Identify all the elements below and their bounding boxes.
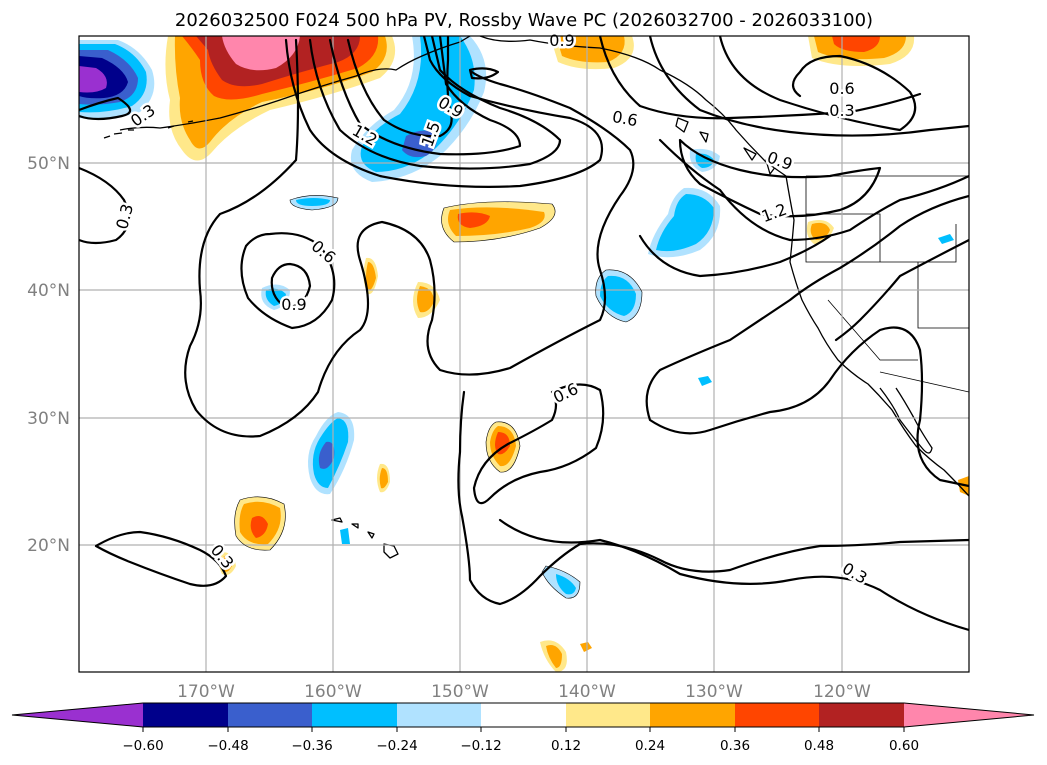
positive-anomaly-north-central-inner bbox=[556, 36, 625, 63]
lon-tick-label: 170°W bbox=[177, 682, 235, 702]
contour-1.2-north bbox=[328, 36, 522, 156]
contour-label: 0.3 bbox=[829, 101, 854, 120]
negative-anomaly-oregon-inner bbox=[656, 194, 714, 252]
west-coast-north-america bbox=[785, 175, 969, 497]
colorbar-segment bbox=[142, 703, 143, 727]
lat-tick-label: 50°N bbox=[27, 154, 70, 174]
positive-anomaly-25n-inner bbox=[379, 468, 388, 489]
colorbar-segment bbox=[143, 703, 228, 727]
aleutian-islands bbox=[103, 120, 194, 139]
colorbar: −0.60 −0.48 −0.36 −0.24 −0.12 0.12 0.24 … bbox=[11, 702, 1035, 754]
colorbar-segment bbox=[228, 703, 312, 727]
shaded-anomalies bbox=[79, 36, 969, 672]
positive-anomaly-aleutian-max bbox=[222, 36, 300, 71]
colorbar-segment bbox=[481, 703, 566, 727]
contour-0.6-ne bbox=[598, 36, 922, 120]
contour-1.2-east bbox=[678, 138, 882, 218]
contour-0.3-west bbox=[79, 166, 130, 245]
positive-anomaly-12n-inner bbox=[546, 645, 562, 668]
contour-0.6-sw-loop bbox=[638, 234, 832, 278]
colorbar-segment bbox=[312, 703, 397, 727]
colorbar-tick-label: −0.60 bbox=[122, 738, 163, 754]
map-frame bbox=[78, 35, 970, 673]
negative-anomaly-28n-core bbox=[318, 441, 335, 469]
positive-anomaly-ne-core bbox=[832, 36, 880, 52]
lat-tick-labels: 50°N 40°N 30°N 20°N bbox=[27, 154, 70, 556]
negative-anomaly-gulf-core bbox=[402, 130, 437, 158]
contour-0.9-ne bbox=[648, 36, 969, 137]
colorbar-tick-label: 0.48 bbox=[804, 738, 834, 754]
colorbar-tick-label: −0.12 bbox=[460, 738, 501, 754]
negative-anomaly-sw-us bbox=[938, 234, 954, 244]
alaska-south-coast bbox=[479, 36, 787, 177]
positive-anomaly-12n-small bbox=[580, 642, 592, 652]
pv-contours bbox=[79, 36, 969, 632]
lon-tick-label: 120°W bbox=[813, 682, 871, 702]
chart-title: 2026032500 F024 500 hPa PV, Rossby Wave … bbox=[175, 10, 873, 31]
colorbar-ticks bbox=[142, 727, 905, 732]
colorbar-segment bbox=[650, 703, 735, 727]
contour-0.3-big bbox=[184, 38, 635, 438]
contour-0.3-south bbox=[94, 530, 228, 587]
us-state-lines bbox=[805, 176, 969, 393]
hawaii-islands bbox=[331, 517, 399, 559]
contour-0.6-mid bbox=[472, 383, 605, 505]
contour-label: 0.9 bbox=[549, 31, 574, 50]
positive-anomaly-39n-inner bbox=[417, 286, 434, 313]
positive-anomaly-21n-core bbox=[250, 516, 268, 538]
contour-0.3-small-ring bbox=[468, 67, 500, 80]
contour-0.9-north bbox=[308, 36, 562, 170]
lon-tick-label: 150°W bbox=[431, 682, 489, 702]
contour-0.6-north bbox=[284, 36, 604, 188]
contour-0.3-middle bbox=[457, 390, 969, 606]
contour-0.3-east bbox=[718, 36, 917, 132]
contour-label: 0.9 bbox=[281, 295, 306, 314]
contour-0.6-east bbox=[658, 138, 969, 242]
colorbar-segment bbox=[819, 703, 904, 727]
shade-edges bbox=[234, 195, 643, 599]
contour-0.3-se bbox=[645, 194, 969, 488]
negative-anomaly-40n-inner bbox=[600, 275, 636, 316]
lon-tick-labels: 170°W 160°W 150°W 140°W 130°W 120°W bbox=[177, 682, 871, 702]
negative-anomaly-hawaii bbox=[340, 528, 350, 544]
bc-islands bbox=[675, 117, 777, 175]
contour-0.3-far-east bbox=[834, 238, 969, 342]
negative-anomaly-34n bbox=[698, 376, 712, 386]
contour-label: 0.6 bbox=[829, 79, 854, 98]
colorbar-tick-label: 0.60 bbox=[889, 738, 919, 754]
negative-anomaly-nw-max bbox=[79, 66, 107, 93]
alaska-peninsula-coast bbox=[119, 36, 471, 131]
negative-anomaly-bc-inner bbox=[695, 153, 714, 168]
contour-0.9-west bbox=[270, 262, 312, 308]
contour-0.6-west bbox=[240, 232, 336, 330]
colorbar-tick-label: 0.12 bbox=[551, 738, 581, 754]
colorbar-extend-low bbox=[12, 703, 143, 727]
positive-anomaly-41n-inner bbox=[366, 262, 376, 291]
lon-tick-label: 130°W bbox=[685, 682, 743, 702]
lat-tick-label: 30°N bbox=[27, 409, 70, 429]
negative-anomaly-gulf-inner bbox=[360, 36, 475, 172]
lon-tick-label: 140°W bbox=[558, 682, 616, 702]
positive-anomaly-mexico bbox=[958, 476, 969, 496]
colorbar-tick-label: −0.36 bbox=[291, 738, 332, 754]
lon-tick-label: 160°W bbox=[304, 682, 362, 702]
colorbar-tick-label: 0.24 bbox=[635, 738, 665, 754]
colorbar-segment bbox=[735, 703, 819, 727]
colorbar-extend-high bbox=[904, 703, 1034, 727]
contour-0.3-sw-coast bbox=[498, 518, 969, 632]
contour-1.5-north bbox=[346, 36, 453, 138]
lat-tick-label: 40°N bbox=[27, 281, 70, 301]
positive-anomaly-45n-core bbox=[457, 212, 490, 228]
lat-tick-label: 20°N bbox=[27, 536, 70, 556]
contour-0.3-main bbox=[79, 96, 132, 121]
colorbar-tick-label: 0.36 bbox=[720, 738, 750, 754]
colorbar-segment bbox=[397, 703, 481, 727]
colorbar-segment bbox=[566, 703, 650, 727]
positive-anomaly-18n-inner bbox=[221, 556, 232, 572]
negative-anomaly-47n-inner bbox=[296, 198, 330, 206]
colorbar-tick-label: −0.24 bbox=[376, 738, 417, 754]
colorbar-tick-label: −0.48 bbox=[207, 738, 248, 754]
negative-anomaly-17n-inner bbox=[556, 574, 576, 595]
